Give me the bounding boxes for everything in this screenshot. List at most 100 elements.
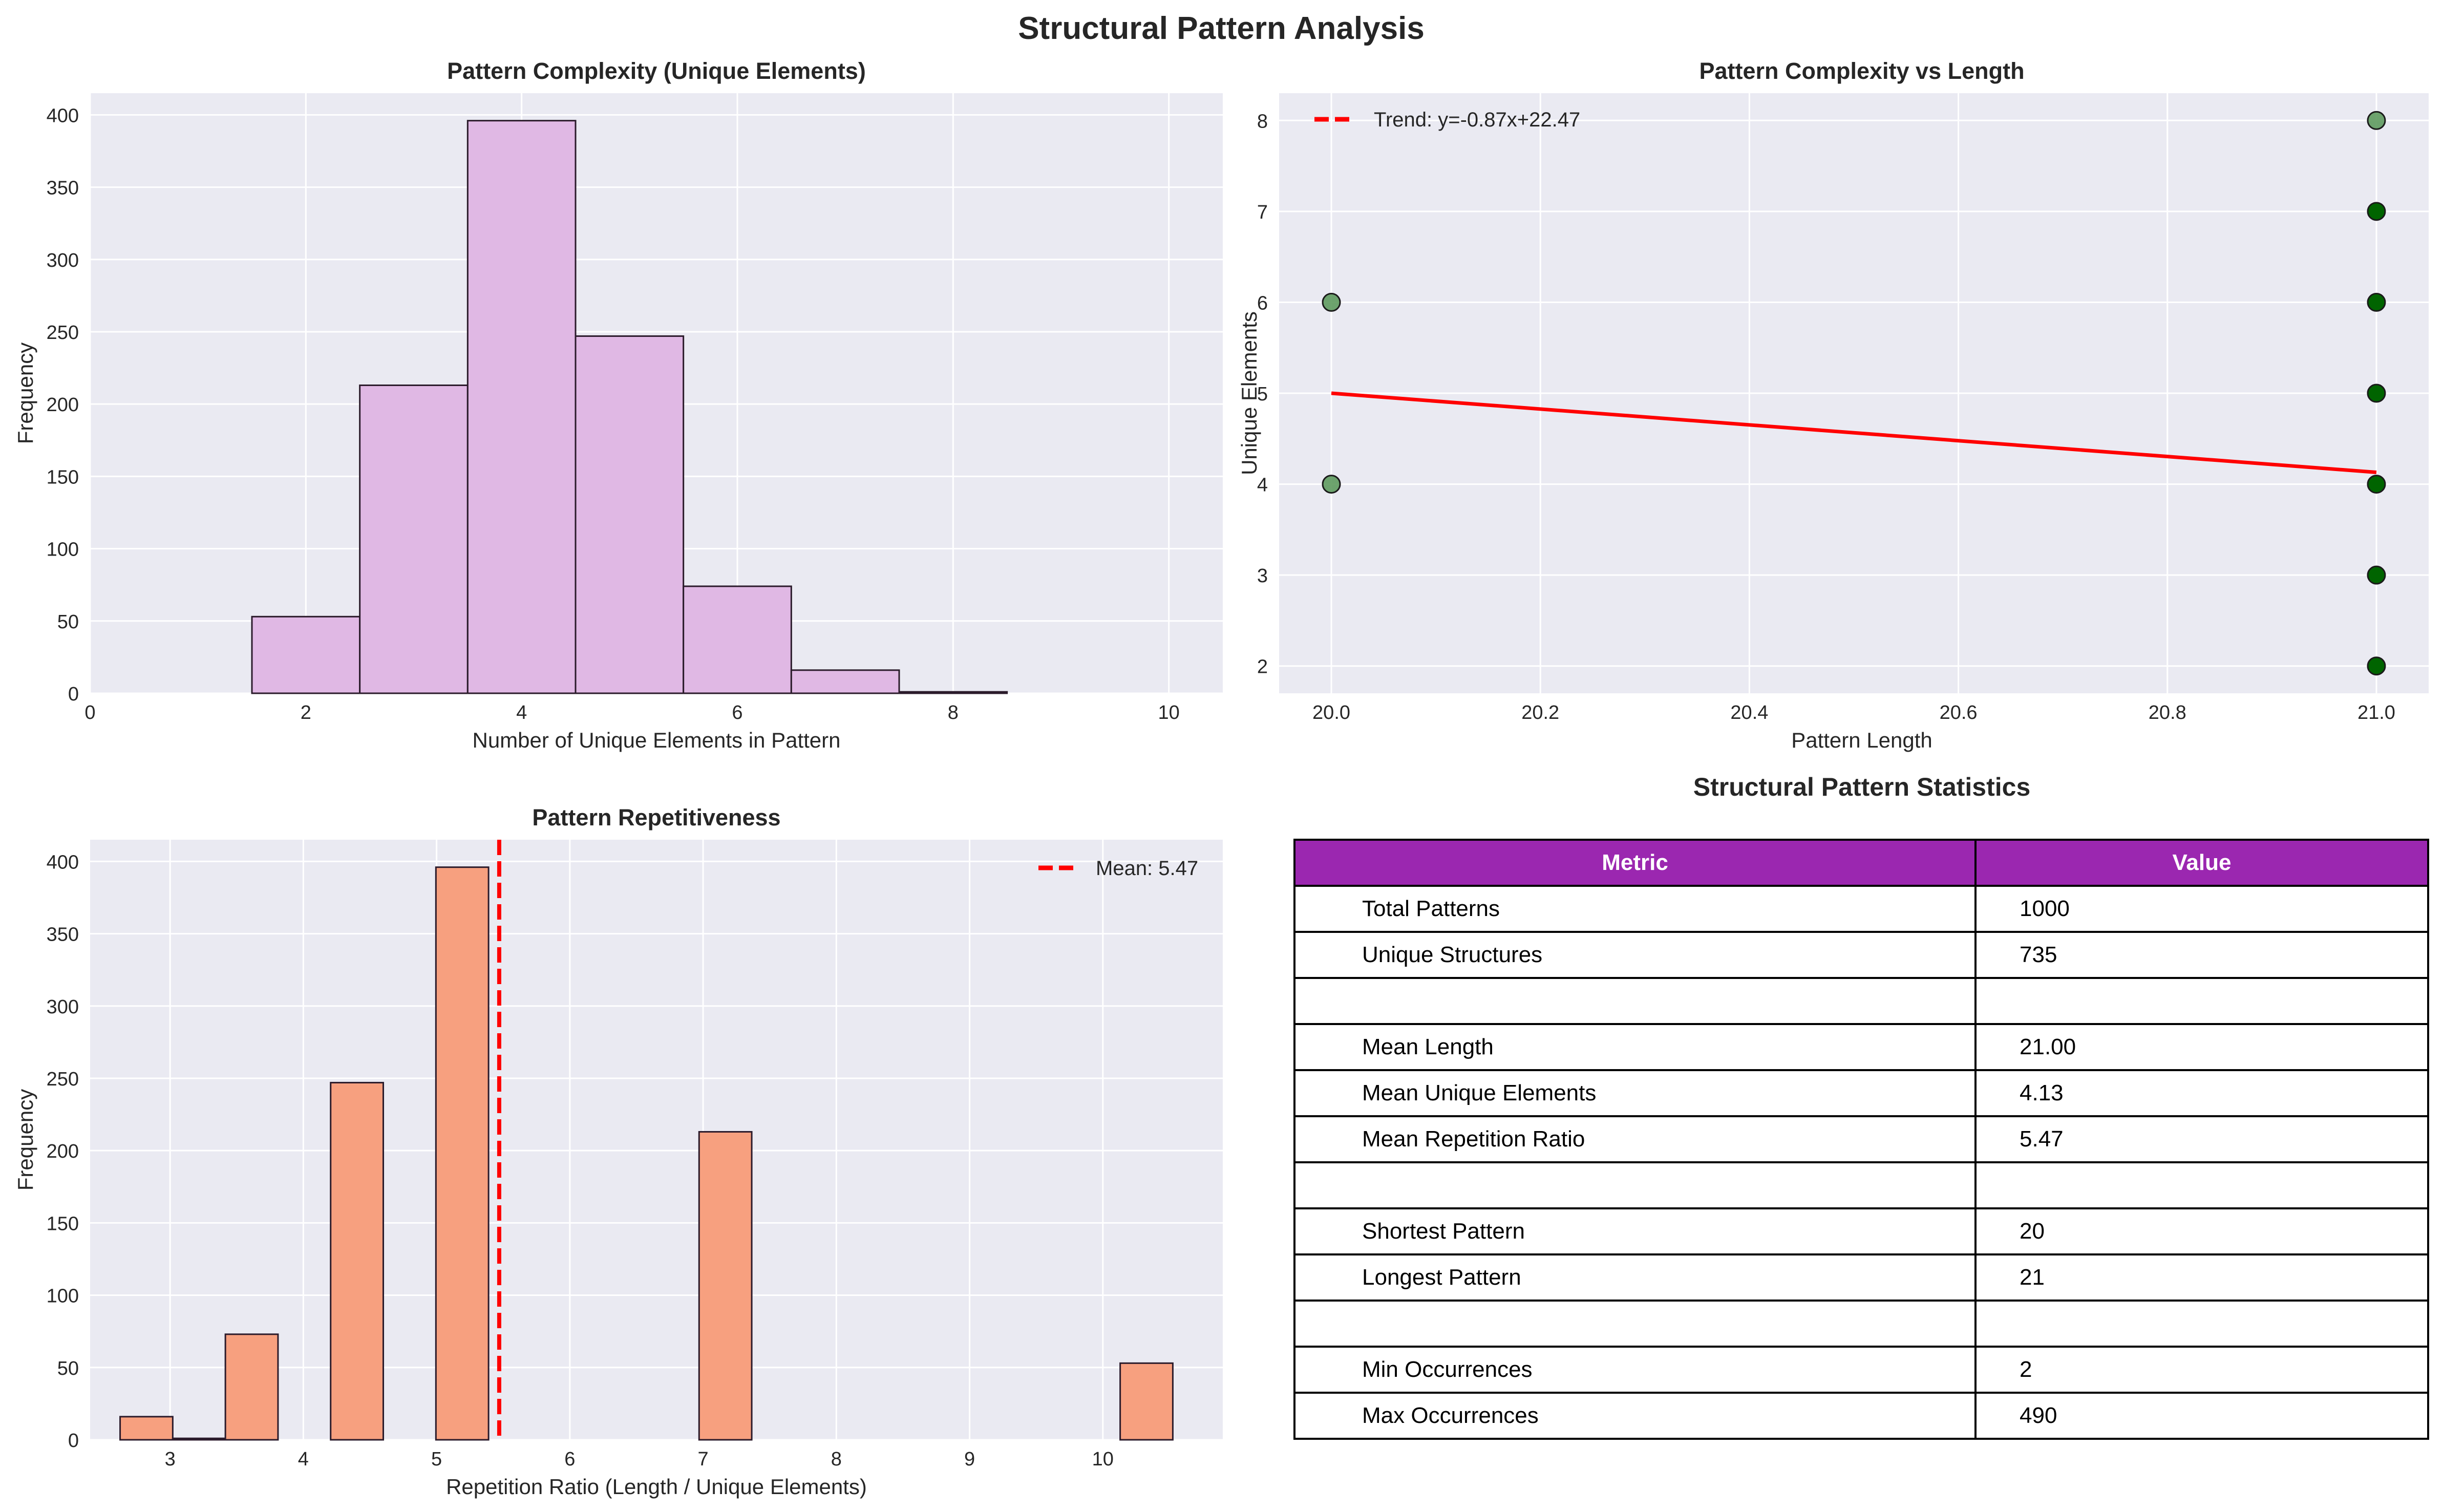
trend-legend-label: Trend: y=-0.87x+22.47 bbox=[1374, 109, 1580, 131]
y-tick-label: 400 bbox=[47, 105, 79, 126]
table-metric-text: Shortest Pattern bbox=[1362, 1219, 1525, 1244]
y-tick-label: 6 bbox=[1257, 292, 1268, 314]
repetitiveness-bars bbox=[119, 866, 1174, 1441]
histogram-bar bbox=[359, 384, 469, 694]
table-cell-metric bbox=[1293, 1392, 1977, 1440]
x-tick-label: 20.2 bbox=[1521, 702, 1559, 723]
x-tick-label: 3 bbox=[165, 1449, 176, 1470]
x-tick-label: 4 bbox=[298, 1449, 309, 1470]
y-tick-label: 150 bbox=[47, 466, 79, 488]
scatter-y-label: Unique Elements bbox=[1237, 311, 1261, 475]
x-tick-label: 2 bbox=[301, 702, 311, 723]
y-tick-label: 100 bbox=[47, 539, 79, 561]
scatter-point bbox=[2367, 475, 2386, 494]
y-tick-label: 400 bbox=[47, 851, 79, 873]
x-tick-label: 20.8 bbox=[2149, 702, 2186, 723]
x-tick-label: 20.4 bbox=[1730, 702, 1768, 723]
table-metric-text: Unique Structures bbox=[1362, 942, 1542, 967]
table-metric-text: Mean Length bbox=[1362, 1034, 1494, 1059]
y-tick-label: 4 bbox=[1257, 475, 1268, 496]
scatter-point bbox=[1322, 475, 1341, 494]
repetitiveness-y-ticks: 0 50 100 150 200 250 300 350 400 bbox=[47, 851, 79, 1452]
table-metric-text: Longest Pattern bbox=[1362, 1265, 1521, 1290]
table-cell-metric bbox=[1293, 1346, 1977, 1394]
y-tick-label: 300 bbox=[47, 996, 79, 1018]
histogram-bar bbox=[172, 1437, 226, 1441]
x-tick-label: 10 bbox=[1158, 702, 1180, 723]
repetitiveness-title: Pattern Repetitiveness bbox=[532, 804, 780, 830]
table-value-text: 490 bbox=[2020, 1403, 2057, 1428]
x-tick-label: 6 bbox=[732, 702, 742, 723]
table-metric-text: Mean Unique Elements bbox=[1362, 1080, 1596, 1105]
table-value-text: 5.47 bbox=[2020, 1126, 2064, 1152]
y-tick-label: 200 bbox=[47, 394, 79, 416]
histogram-bar bbox=[466, 120, 577, 694]
figure-title: Structural Pattern Analysis bbox=[1018, 11, 1425, 46]
table-cell-value bbox=[1974, 1023, 2429, 1071]
scatter-point bbox=[2367, 656, 2386, 676]
scatter-points bbox=[1322, 111, 2386, 676]
histogram-bar bbox=[698, 1131, 753, 1441]
table-cell-metric bbox=[1293, 1300, 1977, 1348]
y-tick-label: 350 bbox=[47, 178, 79, 199]
table-header-value: Value bbox=[2173, 850, 2232, 875]
scatter-point bbox=[2367, 384, 2386, 403]
histogram-bar bbox=[575, 335, 685, 694]
repetitiveness-legend: Mean: 5.47 bbox=[1038, 857, 1198, 880]
histogram-bar bbox=[435, 866, 490, 1441]
scatter-point bbox=[2367, 565, 2386, 585]
table-value-text: 20 bbox=[2020, 1219, 2045, 1244]
y-tick-label: 200 bbox=[47, 1141, 79, 1162]
y-tick-label: 150 bbox=[47, 1213, 79, 1234]
x-tick-label: 6 bbox=[564, 1449, 575, 1470]
x-tick-label: 0 bbox=[84, 702, 95, 723]
table-value-text: 21 bbox=[2020, 1265, 2045, 1290]
table-cell-value bbox=[1974, 1392, 2429, 1440]
repetitiveness-histogram-panel: Pattern Repetitiveness 3 4 5 6 7 8 9 10 0 50 100 1… bbox=[13, 804, 1223, 1499]
table-header-row bbox=[1293, 839, 2429, 887]
statistics-table: Metric Value Total Patterns 1000 Unique Stru… bbox=[1293, 839, 2429, 1440]
table-metric-text: Max Occurrences bbox=[1362, 1403, 1539, 1428]
y-tick-label: 50 bbox=[57, 611, 79, 633]
y-tick-label: 250 bbox=[47, 322, 79, 344]
complexity-histogram-panel: Pattern Complexity (Unique Elements) 0 2 4… bbox=[13, 58, 1223, 752]
y-tick-label: 50 bbox=[57, 1358, 79, 1379]
table-title: Structural Pattern Statistics bbox=[1693, 773, 2031, 801]
table-metric-text: Min Occurrences bbox=[1362, 1357, 1533, 1382]
table-header-metric: Metric bbox=[1602, 850, 1668, 875]
statistics-table-panel: Structural Pattern Statistics Metric Valu… bbox=[1293, 773, 2429, 1440]
histogram-bar bbox=[224, 1333, 279, 1441]
table-value-text: 4.13 bbox=[2020, 1080, 2064, 1105]
mean-legend-label: Mean: 5.47 bbox=[1096, 857, 1198, 880]
complexity-y-ticks: 0 50 100 150 200 250 300 350 400 bbox=[47, 105, 79, 705]
y-tick-label: 3 bbox=[1257, 565, 1268, 587]
table-value-text: 1000 bbox=[2020, 896, 2070, 921]
y-tick-label: 7 bbox=[1257, 202, 1268, 223]
scatter-x-label: Pattern Length bbox=[1791, 728, 1932, 752]
complexity-title: Pattern Complexity (Unique Elements) bbox=[447, 58, 866, 84]
complexity-bars bbox=[251, 120, 1008, 694]
table-cell-value bbox=[1974, 931, 2429, 979]
table-cell-value bbox=[1974, 1161, 2429, 1209]
histogram-bar bbox=[790, 669, 900, 694]
scatter-grid bbox=[1279, 93, 2429, 693]
scatter-title: Pattern Complexity vs Length bbox=[1699, 58, 2024, 84]
histogram-bar bbox=[683, 585, 792, 694]
y-tick-label: 350 bbox=[47, 924, 79, 946]
scatter-point bbox=[2367, 202, 2386, 221]
table-metric-text: Total Patterns bbox=[1362, 896, 1500, 921]
y-tick-label: 100 bbox=[47, 1286, 79, 1307]
scatter-y-ticks: 2 3 4 5 6 7 8 bbox=[1257, 111, 1268, 677]
x-tick-label: 8 bbox=[948, 702, 959, 723]
table-cell-metric bbox=[1293, 1161, 1977, 1209]
y-tick-label: 300 bbox=[47, 250, 79, 271]
x-tick-label: 20.6 bbox=[1940, 702, 1978, 723]
table-cell-value bbox=[1974, 1115, 2429, 1163]
histogram-bar bbox=[119, 1416, 174, 1441]
table-cell-metric bbox=[1293, 977, 1977, 1025]
histogram-bar bbox=[251, 615, 361, 694]
table-cell-value bbox=[1974, 977, 2429, 1025]
scatter-legend: Trend: y=-0.87x+22.47 bbox=[1314, 109, 1580, 131]
scatter-point bbox=[1322, 292, 1341, 312]
